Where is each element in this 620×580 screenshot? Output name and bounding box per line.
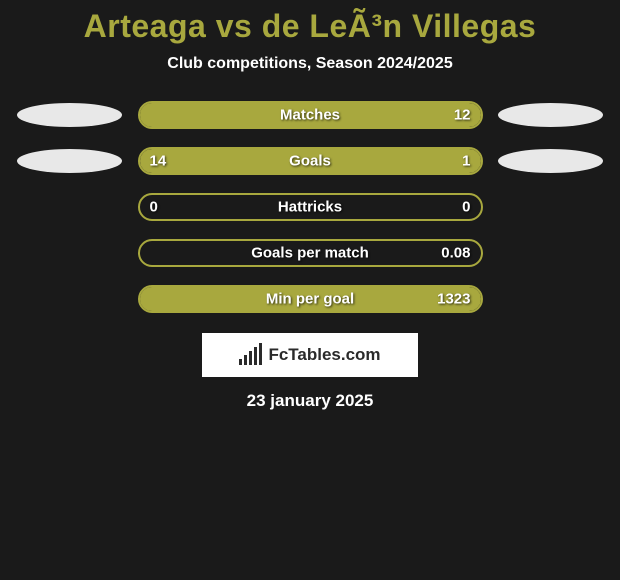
comparison-card: Arteaga vs de LeÃ³n Villegas Club compet… [0, 0, 620, 580]
right-avatar-slot [491, 147, 611, 175]
stat-value-left: 0 [150, 199, 158, 216]
subtitle: Club competitions, Season 2024/2025 [0, 55, 620, 73]
brand-logo[interactable]: FcTables.com [202, 333, 418, 377]
right-avatar-slot [491, 285, 611, 313]
stat-row: Min per goal 1323 [0, 285, 620, 313]
stats-list: Matches 12 Goals 14 1 Hattricks 0 0 Goals per ma… [0, 101, 620, 313]
page-title: Arteaga vs de LeÃ³n Villegas [0, 8, 620, 45]
stat-bar: Matches 12 [138, 101, 483, 129]
stat-label: Goals [289, 153, 331, 170]
stat-bar: Min per goal 1323 [138, 285, 483, 313]
brand-bars-icon [239, 345, 262, 365]
stat-bar: Goals 14 1 [138, 147, 483, 175]
right-avatar-slot [491, 193, 611, 221]
player-avatar-right [498, 103, 603, 127]
stat-value-right: 12 [454, 107, 471, 124]
left-avatar-slot [10, 239, 130, 267]
player-avatar-left [17, 149, 122, 173]
stat-label: Matches [280, 107, 340, 124]
stat-bar: Goals per match 0.08 [138, 239, 483, 267]
stat-value-left: 14 [150, 153, 167, 170]
stat-label: Min per goal [266, 291, 354, 308]
stat-row: Hattricks 0 0 [0, 193, 620, 221]
stat-label: Hattricks [278, 199, 342, 216]
bar-fill-left [140, 149, 399, 173]
brand-logo-content: FcTables.com [239, 345, 380, 365]
left-avatar-slot [10, 101, 130, 129]
stat-value-right: 1323 [437, 291, 470, 308]
date-label: 23 january 2025 [0, 391, 620, 411]
right-avatar-slot [491, 239, 611, 267]
stat-value-right: 0.08 [441, 245, 470, 262]
stat-value-right: 0 [462, 199, 470, 216]
left-avatar-slot [10, 193, 130, 221]
stat-row: Goals per match 0.08 [0, 239, 620, 267]
stat-row: Matches 12 [0, 101, 620, 129]
brand-text: FcTables.com [268, 345, 380, 365]
player-avatar-right [498, 149, 603, 173]
stat-label: Goals per match [251, 245, 369, 262]
stat-value-right: 1 [462, 153, 470, 170]
right-avatar-slot [491, 101, 611, 129]
left-avatar-slot [10, 147, 130, 175]
stat-bar: Hattricks 0 0 [138, 193, 483, 221]
left-avatar-slot [10, 285, 130, 313]
player-avatar-left [17, 103, 122, 127]
stat-row: Goals 14 1 [0, 147, 620, 175]
